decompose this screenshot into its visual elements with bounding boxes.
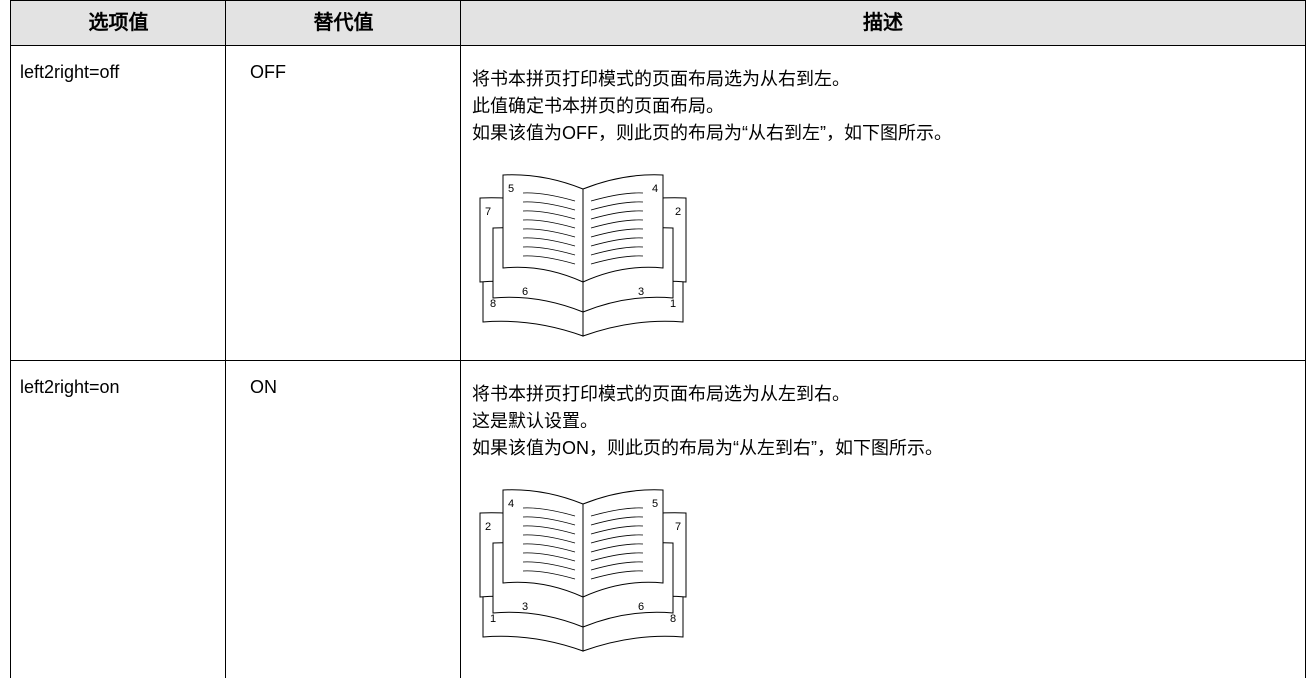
book-page: [582, 489, 664, 598]
value-text: OFF: [250, 62, 286, 82]
column-border: [460, 0, 461, 678]
text-line: [522, 210, 576, 220]
page-number: 8: [490, 298, 496, 310]
text-line: [522, 525, 576, 535]
text-line: [590, 201, 644, 211]
page-number: 4: [508, 498, 514, 510]
text-line: [522, 228, 576, 238]
text-line: [590, 228, 644, 238]
description-line: 如果该值为ON，则此页的布局为“从左到右”，如下图所示。: [472, 438, 943, 458]
text-line: [590, 525, 644, 535]
text-line: [590, 552, 644, 562]
page-number: 8: [670, 613, 676, 625]
description-line: 如果该值为OFF，则此页的布局为“从右到左”，如下图所示。: [472, 123, 952, 143]
text-line: [522, 543, 576, 553]
description-line: 将书本拼页打印模式的页面布局选为从右到左。: [472, 69, 850, 89]
text-line: [522, 201, 576, 211]
page-number: 5: [652, 498, 658, 510]
text-line: [522, 534, 576, 544]
text-line: [590, 192, 644, 202]
text-line: [590, 534, 644, 544]
page-number: 1: [490, 613, 496, 625]
text-line: [590, 246, 644, 256]
text-line: [522, 192, 576, 202]
text-line: [522, 561, 576, 571]
page-number: 3: [638, 286, 644, 298]
row-border: [10, 45, 1306, 46]
page-number: 6: [638, 601, 644, 613]
option-text: left2right=on: [20, 377, 120, 397]
text-line: [590, 219, 644, 229]
description-line: 将书本拼页打印模式的页面布局选为从左到右。: [472, 384, 850, 404]
page-number: 2: [485, 521, 491, 533]
text-line: [522, 255, 576, 265]
page-number: 2: [675, 206, 681, 218]
page-number: 3: [522, 601, 528, 613]
page-number: 6: [522, 286, 528, 298]
description-line: 此值确定书本拼页的页面布局。: [472, 96, 724, 116]
right-border: [1305, 0, 1306, 678]
text-line: [522, 507, 576, 517]
text-line: [590, 543, 644, 553]
text-line: [522, 516, 576, 526]
page-number: 7: [485, 206, 491, 218]
text-line: [522, 219, 576, 229]
book-page: [502, 489, 584, 598]
text-line: [590, 561, 644, 571]
text-line: [590, 516, 644, 526]
text-line: [522, 237, 576, 247]
book-diagram: 8 1 7 2 6 3 5 4: [479, 174, 687, 337]
text-line: [590, 237, 644, 247]
value-text: ON: [250, 377, 277, 397]
text-line: [590, 570, 644, 580]
column-border: [225, 0, 226, 678]
book-page: [582, 174, 664, 283]
page-number: 5: [508, 183, 514, 195]
header-cell: 描述: [460, 0, 1306, 45]
text-line: [522, 246, 576, 256]
book-diagram: 1 8 2 7 3 6 4 5: [479, 489, 687, 652]
column-border: [10, 0, 11, 678]
page-number: 4: [652, 183, 658, 195]
row-border: [10, 360, 1306, 361]
option-text: left2right=off: [20, 62, 120, 82]
description-line: 这是默认设置。: [472, 411, 598, 431]
header-cell: 选项值: [10, 0, 226, 45]
page-number: 7: [675, 521, 681, 533]
text-line: [522, 570, 576, 580]
text-line: [590, 507, 644, 517]
text-line: [590, 255, 644, 265]
text-line: [522, 552, 576, 562]
text-line: [590, 210, 644, 220]
book-page: [502, 174, 584, 283]
header-cell: 替代值: [225, 0, 461, 45]
page-number: 1: [670, 298, 676, 310]
